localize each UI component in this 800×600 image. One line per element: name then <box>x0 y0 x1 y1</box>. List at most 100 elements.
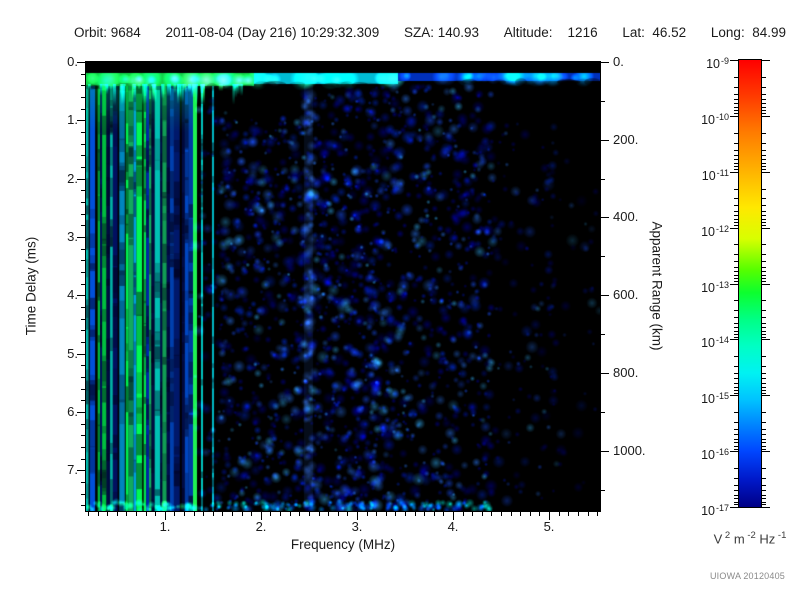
colorbar <box>738 59 762 508</box>
cbar-minor-tick-right <box>762 356 766 357</box>
header-orbit: Orbit: 9684 <box>74 25 141 40</box>
y2-tick-label: 1000. <box>613 443 646 458</box>
cbar-minor-tick-left <box>734 143 738 144</box>
cbar-minor-tick-right <box>762 331 766 332</box>
cbar-minor-tick-right <box>762 275 766 276</box>
cbar-minor-tick-right <box>762 198 766 199</box>
x-major-tick <box>261 512 262 520</box>
cbar-minor-tick-right <box>762 281 766 282</box>
cbar-minor-tick-left <box>734 205 738 206</box>
colorbar-unit-label: V 2 m -2 Hz -1 <box>713 530 787 547</box>
y2-tick-label: 800. <box>613 365 639 380</box>
cbar-minor-tick-left <box>734 163 738 164</box>
y2-tick-label: 600. <box>613 287 639 302</box>
cbar-major-tick-left <box>730 60 738 61</box>
y-minor-tick <box>81 459 85 460</box>
cbar-minor-tick-right <box>762 169 766 170</box>
cbar-minor-tick-right <box>762 387 766 388</box>
cbar-minor-tick-left <box>734 334 738 335</box>
x-minor-tick <box>174 512 175 516</box>
cbar-minor-tick-right <box>762 498 766 499</box>
x-tick-label: 1. <box>159 519 171 534</box>
y-minor-tick <box>81 307 85 308</box>
cbar-minor-tick-left <box>734 366 738 367</box>
y2-minor-tick <box>601 101 605 102</box>
cbar-minor-tick-left <box>734 446 738 447</box>
cbar-minor-tick-right <box>762 439 766 440</box>
y-tick-label: 5. <box>67 346 78 361</box>
cbar-minor-tick-right <box>762 133 766 134</box>
cbar-minor-tick-left <box>734 442 738 443</box>
y-minor-tick <box>81 494 85 495</box>
x-major-tick <box>165 512 166 520</box>
x-minor-tick <box>299 512 300 516</box>
cbar-minor-tick-left <box>734 323 738 324</box>
cbar-major-tick-right <box>762 228 770 229</box>
cbar-major-tick-left <box>730 172 738 173</box>
y-tick-label: 7. <box>67 462 78 477</box>
cbar-minor-tick-left <box>734 77 738 78</box>
header-altitude: Altitude: 1216 <box>503 25 598 40</box>
cbar-minor-tick-right <box>762 468 766 469</box>
cbar-minor-tick-right <box>762 412 766 413</box>
cbar-minor-tick-left <box>734 155 738 156</box>
cbar-minor-tick-left <box>734 198 738 199</box>
y-minor-tick <box>81 202 85 203</box>
cbar-minor-tick-left <box>734 412 738 413</box>
cbar-minor-tick-left <box>734 244 738 245</box>
cbar-minor-tick-right <box>762 211 766 212</box>
x-tick-label: 2. <box>255 519 267 534</box>
cbar-minor-tick-left <box>734 103 738 104</box>
y2-tick-label: 0. <box>613 54 624 69</box>
x-minor-tick <box>482 512 483 516</box>
cbar-major-tick-left <box>730 395 738 396</box>
x-minor-tick <box>472 512 473 516</box>
y2-tick-label: 400. <box>613 209 639 224</box>
colorbar-tick-label: 10-14 <box>701 335 729 351</box>
x-minor-tick <box>117 512 118 516</box>
colorbar-tick-label: 10-15 <box>701 391 729 407</box>
colorbar-tick-label: 10-16 <box>701 447 729 463</box>
y-minor-tick <box>81 424 85 425</box>
cbar-minor-tick-right <box>762 393 766 394</box>
cbar-minor-tick-left <box>734 317 738 318</box>
y-minor-tick <box>81 389 85 390</box>
x-minor-tick <box>328 512 329 516</box>
x-minor-tick <box>280 512 281 516</box>
y-major-tick <box>77 120 85 121</box>
cbar-minor-tick-left <box>734 278 738 279</box>
cbar-minor-tick-right <box>762 77 766 78</box>
cbar-minor-tick-right <box>762 267 766 268</box>
cbar-minor-tick-left <box>734 490 738 491</box>
cbar-minor-tick-left <box>734 113 738 114</box>
y2-major-tick <box>601 62 609 63</box>
cbar-minor-tick-right <box>762 310 766 311</box>
x-minor-tick <box>309 512 310 516</box>
cbar-minor-tick-left <box>734 261 738 262</box>
x-minor-tick <box>232 512 233 516</box>
y2-major-tick <box>601 140 609 141</box>
cbar-minor-tick-right <box>762 485 766 486</box>
cbar-minor-tick-left <box>734 504 738 505</box>
x-minor-tick <box>530 512 531 516</box>
y-axis-title: Time Delay (ms) <box>23 236 39 336</box>
cbar-minor-tick-right <box>762 378 766 379</box>
cbar-minor-tick-right <box>762 502 766 503</box>
y2-minor-tick <box>601 490 605 491</box>
cbar-minor-tick-right <box>762 334 766 335</box>
cbar-minor-tick-right <box>762 155 766 156</box>
cbar-minor-tick-right <box>762 150 766 151</box>
y2-axis-title: Apparent Range (km) <box>649 221 665 351</box>
cbar-minor-tick-left <box>734 271 738 272</box>
x-minor-tick <box>424 512 425 516</box>
x-minor-tick <box>597 512 598 516</box>
x-minor-tick <box>376 512 377 516</box>
x-minor-tick <box>386 512 387 516</box>
colorbar-tick-label: 10-17 <box>701 503 729 519</box>
cbar-minor-tick-right <box>762 113 766 114</box>
y-minor-tick <box>81 167 85 168</box>
cbar-minor-tick-right <box>762 317 766 318</box>
y2-minor-tick <box>601 256 605 257</box>
x-minor-tick <box>155 512 156 516</box>
y2-tick-label: 200. <box>613 132 639 147</box>
